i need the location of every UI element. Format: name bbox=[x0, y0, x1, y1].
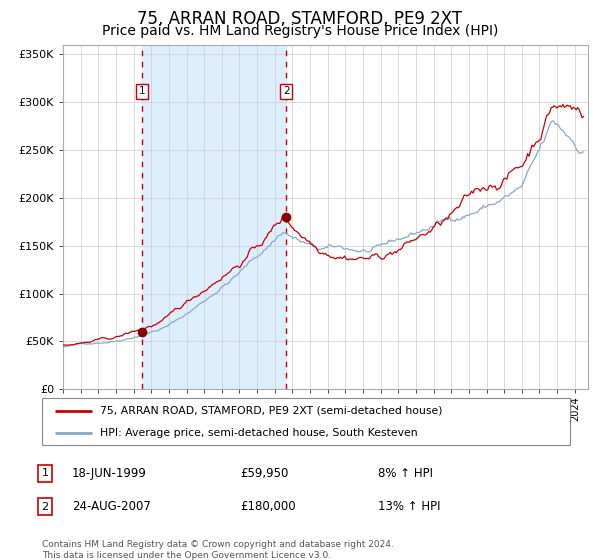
Text: 75, ARRAN ROAD, STAMFORD, PE9 2XT: 75, ARRAN ROAD, STAMFORD, PE9 2XT bbox=[137, 10, 463, 28]
Text: 75, ARRAN ROAD, STAMFORD, PE9 2XT (semi-detached house): 75, ARRAN ROAD, STAMFORD, PE9 2XT (semi-… bbox=[100, 406, 443, 416]
FancyBboxPatch shape bbox=[42, 398, 570, 445]
Text: 1: 1 bbox=[41, 468, 49, 478]
Text: £180,000: £180,000 bbox=[240, 500, 296, 514]
Text: 13% ↑ HPI: 13% ↑ HPI bbox=[378, 500, 440, 514]
Bar bbox=[142, 45, 286, 389]
Text: 2: 2 bbox=[41, 502, 49, 512]
Text: Contains HM Land Registry data © Crown copyright and database right 2024.
This d: Contains HM Land Registry data © Crown c… bbox=[42, 540, 394, 560]
Text: HPI: Average price, semi-detached house, South Kesteven: HPI: Average price, semi-detached house,… bbox=[100, 428, 418, 438]
Text: 8% ↑ HPI: 8% ↑ HPI bbox=[378, 466, 433, 480]
Text: £59,950: £59,950 bbox=[240, 466, 289, 480]
Text: 2: 2 bbox=[283, 86, 290, 96]
Text: 1: 1 bbox=[139, 86, 145, 96]
Text: 24-AUG-2007: 24-AUG-2007 bbox=[72, 500, 151, 514]
Text: Price paid vs. HM Land Registry's House Price Index (HPI): Price paid vs. HM Land Registry's House … bbox=[102, 24, 498, 38]
Text: 18-JUN-1999: 18-JUN-1999 bbox=[72, 466, 147, 480]
